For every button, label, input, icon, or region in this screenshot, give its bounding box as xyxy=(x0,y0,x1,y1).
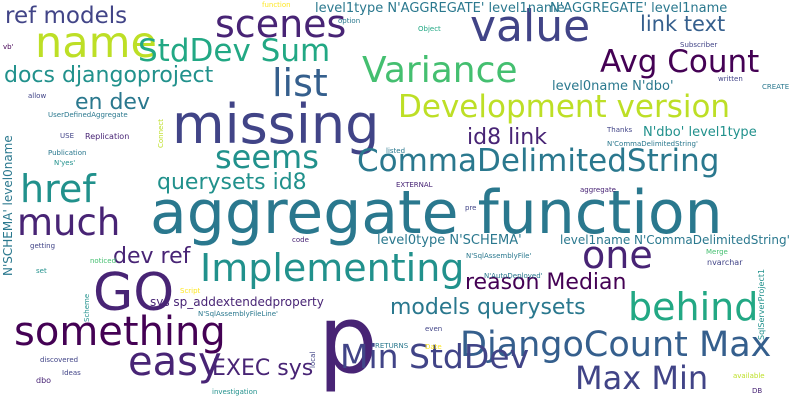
word-publication: Publication xyxy=(48,149,87,157)
word-vb: vb' xyxy=(3,43,14,51)
word-investigation: investigation xyxy=(212,388,258,396)
word-models-querysets: models querysets xyxy=(390,295,586,320)
word-sqlserverproject1: SqlServerProject1 xyxy=(757,268,766,340)
word-link-text: link text xyxy=(640,12,726,36)
word-option: option xyxy=(338,17,361,25)
word-dbo: dbo xyxy=(36,376,52,385)
word-userdefinedaggregate: UserDefinedAggregate xyxy=(48,111,128,119)
word-max-min: Max Min xyxy=(575,359,709,397)
word-seems: seems xyxy=(215,138,319,176)
word-go: GO xyxy=(93,263,175,323)
word-missing: missing xyxy=(172,93,380,156)
word-ndbo-level1type: N'dbo' level1type xyxy=(643,125,757,140)
word-pre: pre xyxy=(465,204,477,212)
word-reason-median: reason Median xyxy=(465,270,627,295)
word-p: p xyxy=(318,286,378,395)
word-stddev-sum: StdDev Sum xyxy=(138,33,331,69)
word-level1name-ncds: level1name N'CommaDelimitedString' xyxy=(560,233,790,247)
word-use: USE xyxy=(60,132,74,140)
word-allow: allow xyxy=(28,92,47,100)
word-nvarchar: nvarchar xyxy=(707,258,743,267)
word-development-version: Development version xyxy=(398,89,731,125)
word-create: CREATE xyxy=(762,83,790,91)
word-aggregate-function: aggregate function xyxy=(150,178,723,248)
word-subscriber: Subscriber xyxy=(680,41,718,49)
word-date: Date xyxy=(425,343,442,351)
word-name: name xyxy=(35,18,157,68)
word-list: list xyxy=(272,61,328,105)
word-min-stddev: Min StdDev xyxy=(340,337,530,376)
word-nyes: N'yes' xyxy=(54,159,76,167)
word-href: href xyxy=(20,167,96,211)
word-djangocount-max: DjangoCount Max xyxy=(460,325,772,365)
word-en-dev: en dev xyxy=(75,90,150,115)
word-docs-djangoproject: docs djangoproject xyxy=(4,63,214,88)
word-level0name-ndbo: level0name N'dbo' xyxy=(552,79,674,94)
word-returns: RETURNS xyxy=(375,342,409,350)
word-scenes: scenes xyxy=(215,2,347,46)
word-variance: Variance xyxy=(362,50,518,91)
word-easy: easy xyxy=(128,339,222,385)
word-function-top: function xyxy=(262,1,291,9)
word-dev-ref: dev ref xyxy=(113,244,191,269)
word-ncommadelimitedstring: N'CommaDelimitedString' xyxy=(607,140,698,148)
word-getting: getting xyxy=(30,242,56,250)
word-behind: behind xyxy=(628,285,759,329)
word-merge: Merge xyxy=(706,248,728,256)
word-level0type-nschema: level0type N'SCHEMA' xyxy=(377,233,522,248)
word-connect: Connect xyxy=(157,119,165,148)
word-db: DB xyxy=(752,387,763,395)
word-nsqlassemblyfileline: N'SqlAssemblyFileLine' xyxy=(198,310,278,318)
word-nschema-level0name: N'SCHEMA' level0name xyxy=(1,135,15,276)
word-naggregate-level1name: N'AGGREGATE' level1name xyxy=(550,1,728,16)
word-discovered: discovered xyxy=(40,356,79,364)
word-one: one xyxy=(582,233,653,277)
word-scheme: Scheme xyxy=(83,293,91,322)
word-nsqlassemblyfile: N'SqlAssemblyFile' xyxy=(466,252,532,260)
word-sys-sp-addextendedproperty: sys sp_addextendedproperty xyxy=(150,295,324,309)
word-set: set xyxy=(36,267,47,275)
word-local: local xyxy=(309,351,317,368)
word-something: something xyxy=(14,309,226,355)
word-ideas: Ideas xyxy=(62,369,81,377)
word-script: Script xyxy=(180,287,201,295)
word-even: even xyxy=(425,325,443,333)
word-avg-count: Avg Count xyxy=(600,44,760,80)
word-available: available xyxy=(733,372,765,380)
word-nautodeployed: N'AutoDeployed' xyxy=(484,272,543,280)
word-object: Object xyxy=(418,25,441,33)
word-ref-models: ref models xyxy=(5,3,128,29)
word-querysets-id8: querysets id8 xyxy=(157,170,307,195)
word-code: code xyxy=(292,236,309,244)
word-id8-link: id8 link xyxy=(467,125,547,150)
word-implementing: Implementing xyxy=(200,246,465,290)
word-written: written xyxy=(718,75,743,83)
word-much: much xyxy=(17,201,121,244)
word-listed: listed xyxy=(386,147,406,155)
word-external: EXTERNAL xyxy=(396,181,433,189)
word-level1type-aggregate: level1type N'AGGREGATE' level1name xyxy=(315,1,565,16)
word-noticed: noticed xyxy=(90,257,117,265)
word-thanks: Thanks xyxy=(607,126,633,134)
word-value: value xyxy=(470,1,591,52)
word-commadelimitedstring: CommaDelimitedString xyxy=(357,143,720,179)
word-replication: Replication xyxy=(85,132,130,141)
word-aggregate-small: aggregate xyxy=(580,186,616,194)
word-exec-sys: EXEC sys xyxy=(212,356,314,381)
